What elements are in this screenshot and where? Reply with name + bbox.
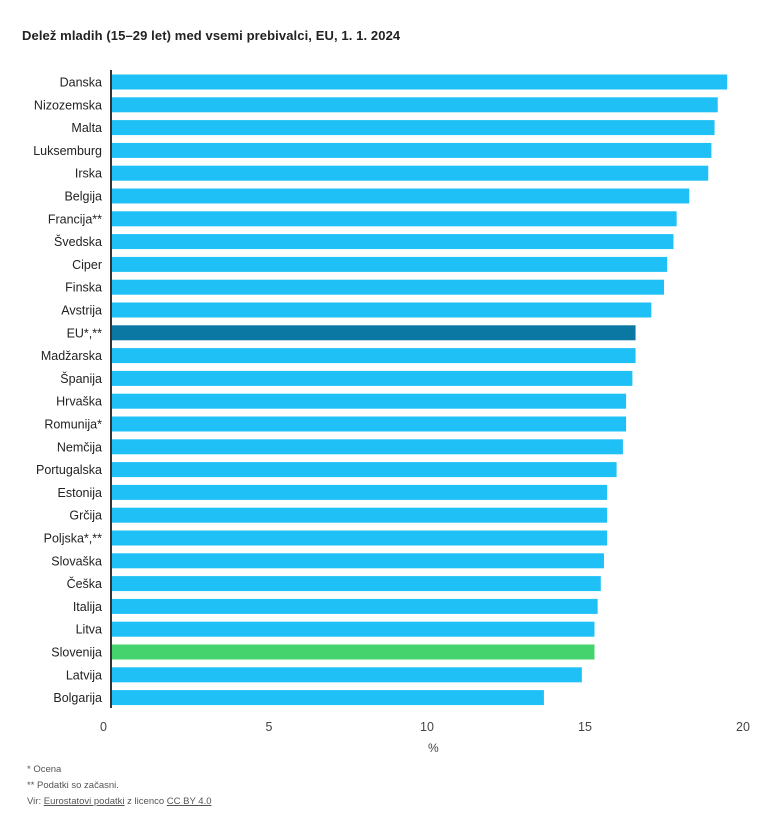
- bar-madžarska: [111, 348, 636, 364]
- bar-švedska: [111, 234, 674, 250]
- category-label: Nemčija: [57, 440, 102, 454]
- category-label: Romunija*: [44, 418, 102, 432]
- category-label: Slovaška: [51, 554, 102, 568]
- bar-finska: [111, 279, 664, 295]
- category-label: Avstrija: [61, 304, 102, 318]
- license-link[interactable]: CC BY 4.0: [166, 796, 212, 807]
- category-label: Madžarska: [41, 349, 102, 363]
- bar-grčija: [111, 507, 608, 523]
- bar-eu: [111, 325, 636, 341]
- category-label: Italija: [73, 600, 102, 614]
- bar-romunija: [111, 416, 627, 432]
- category-label: Španija: [60, 371, 102, 386]
- bar-ciper: [111, 256, 668, 272]
- bar-danska: [111, 74, 728, 90]
- bar-slovenija: [111, 644, 595, 660]
- bar-nizozemska: [111, 97, 718, 113]
- footnote-provisional: ** Podatki so začasni.: [27, 780, 119, 791]
- bar-avstrija: [111, 302, 652, 318]
- category-label: Finska: [65, 281, 102, 295]
- bar-estonija: [111, 484, 608, 500]
- category-labels: Danska Nizozemska Malta Luksemburg Irska Belg…: [33, 76, 102, 706]
- source-line: Vir: Eurostatovi podatki z licenco CC BY…: [27, 794, 212, 810]
- bar-malta: [111, 120, 715, 136]
- bar-portugalska: [111, 462, 617, 478]
- bar-španija: [111, 370, 633, 386]
- bar-luksemburg: [111, 142, 712, 158]
- bar-latvija: [111, 667, 582, 683]
- category-label: Litva: [76, 623, 102, 637]
- chart-title: Delež mladih (15–29 let) med vsemi prebi…: [22, 28, 401, 43]
- x-tick-label: 5: [266, 720, 273, 734]
- x-tick-label: 20: [736, 720, 750, 734]
- category-label: Danska: [60, 76, 102, 90]
- category-label: Belgija: [64, 190, 102, 204]
- source-prefix: Vir:: [27, 796, 42, 807]
- category-label: Estonija: [58, 486, 103, 500]
- category-label: Latvija: [66, 668, 102, 682]
- category-label: Portugalska: [36, 463, 102, 477]
- category-label: Švedska: [54, 234, 102, 249]
- footnote-estimate: * Ocena: [27, 764, 62, 775]
- category-label: Bolgarija: [53, 691, 102, 705]
- source-link[interactable]: Eurostatovi podatki: [43, 796, 125, 807]
- category-label: Francija**: [48, 212, 102, 226]
- category-label: Slovenija: [51, 646, 102, 660]
- bar-chart: Danska Nizozemska Malta Luksemburg Irska Belg…: [33, 70, 750, 755]
- bar-belgija: [111, 188, 690, 204]
- bar-bolgarija: [111, 690, 544, 706]
- category-label: Malta: [71, 121, 102, 135]
- bar-hrvaška: [111, 393, 627, 409]
- category-label: Češka: [67, 576, 102, 591]
- bar-irska: [111, 165, 709, 181]
- category-label: Irska: [75, 167, 102, 181]
- x-tick-label: 15: [578, 720, 592, 734]
- footnotes: * Ocena ** Podatki so začasni. Vir: Euro…: [27, 762, 212, 810]
- bar-poljska: [111, 530, 608, 546]
- category-label: Nizozemska: [34, 98, 102, 112]
- category-label: Ciper: [72, 258, 102, 272]
- category-label: EU*,**: [67, 326, 103, 340]
- x-tick-label: 0: [100, 720, 107, 734]
- category-label: Hrvaška: [56, 395, 102, 409]
- bar-litva: [111, 621, 595, 637]
- license-text: z licenco: [127, 796, 165, 807]
- bar-češka: [111, 576, 601, 592]
- x-axis-ticks: 0 5 10 15 20: [100, 720, 750, 734]
- x-axis-title: %: [428, 741, 439, 755]
- bars-layer: [111, 74, 728, 706]
- bar-slovaška: [111, 553, 604, 569]
- bar-francija: [111, 211, 677, 227]
- bar-nemčija: [111, 439, 623, 455]
- category-label: Poljska*,**: [44, 532, 102, 546]
- category-label: Grčija: [69, 509, 102, 523]
- bar-italija: [111, 598, 598, 614]
- category-label: Luksemburg: [33, 144, 102, 158]
- x-tick-label: 10: [420, 720, 434, 734]
